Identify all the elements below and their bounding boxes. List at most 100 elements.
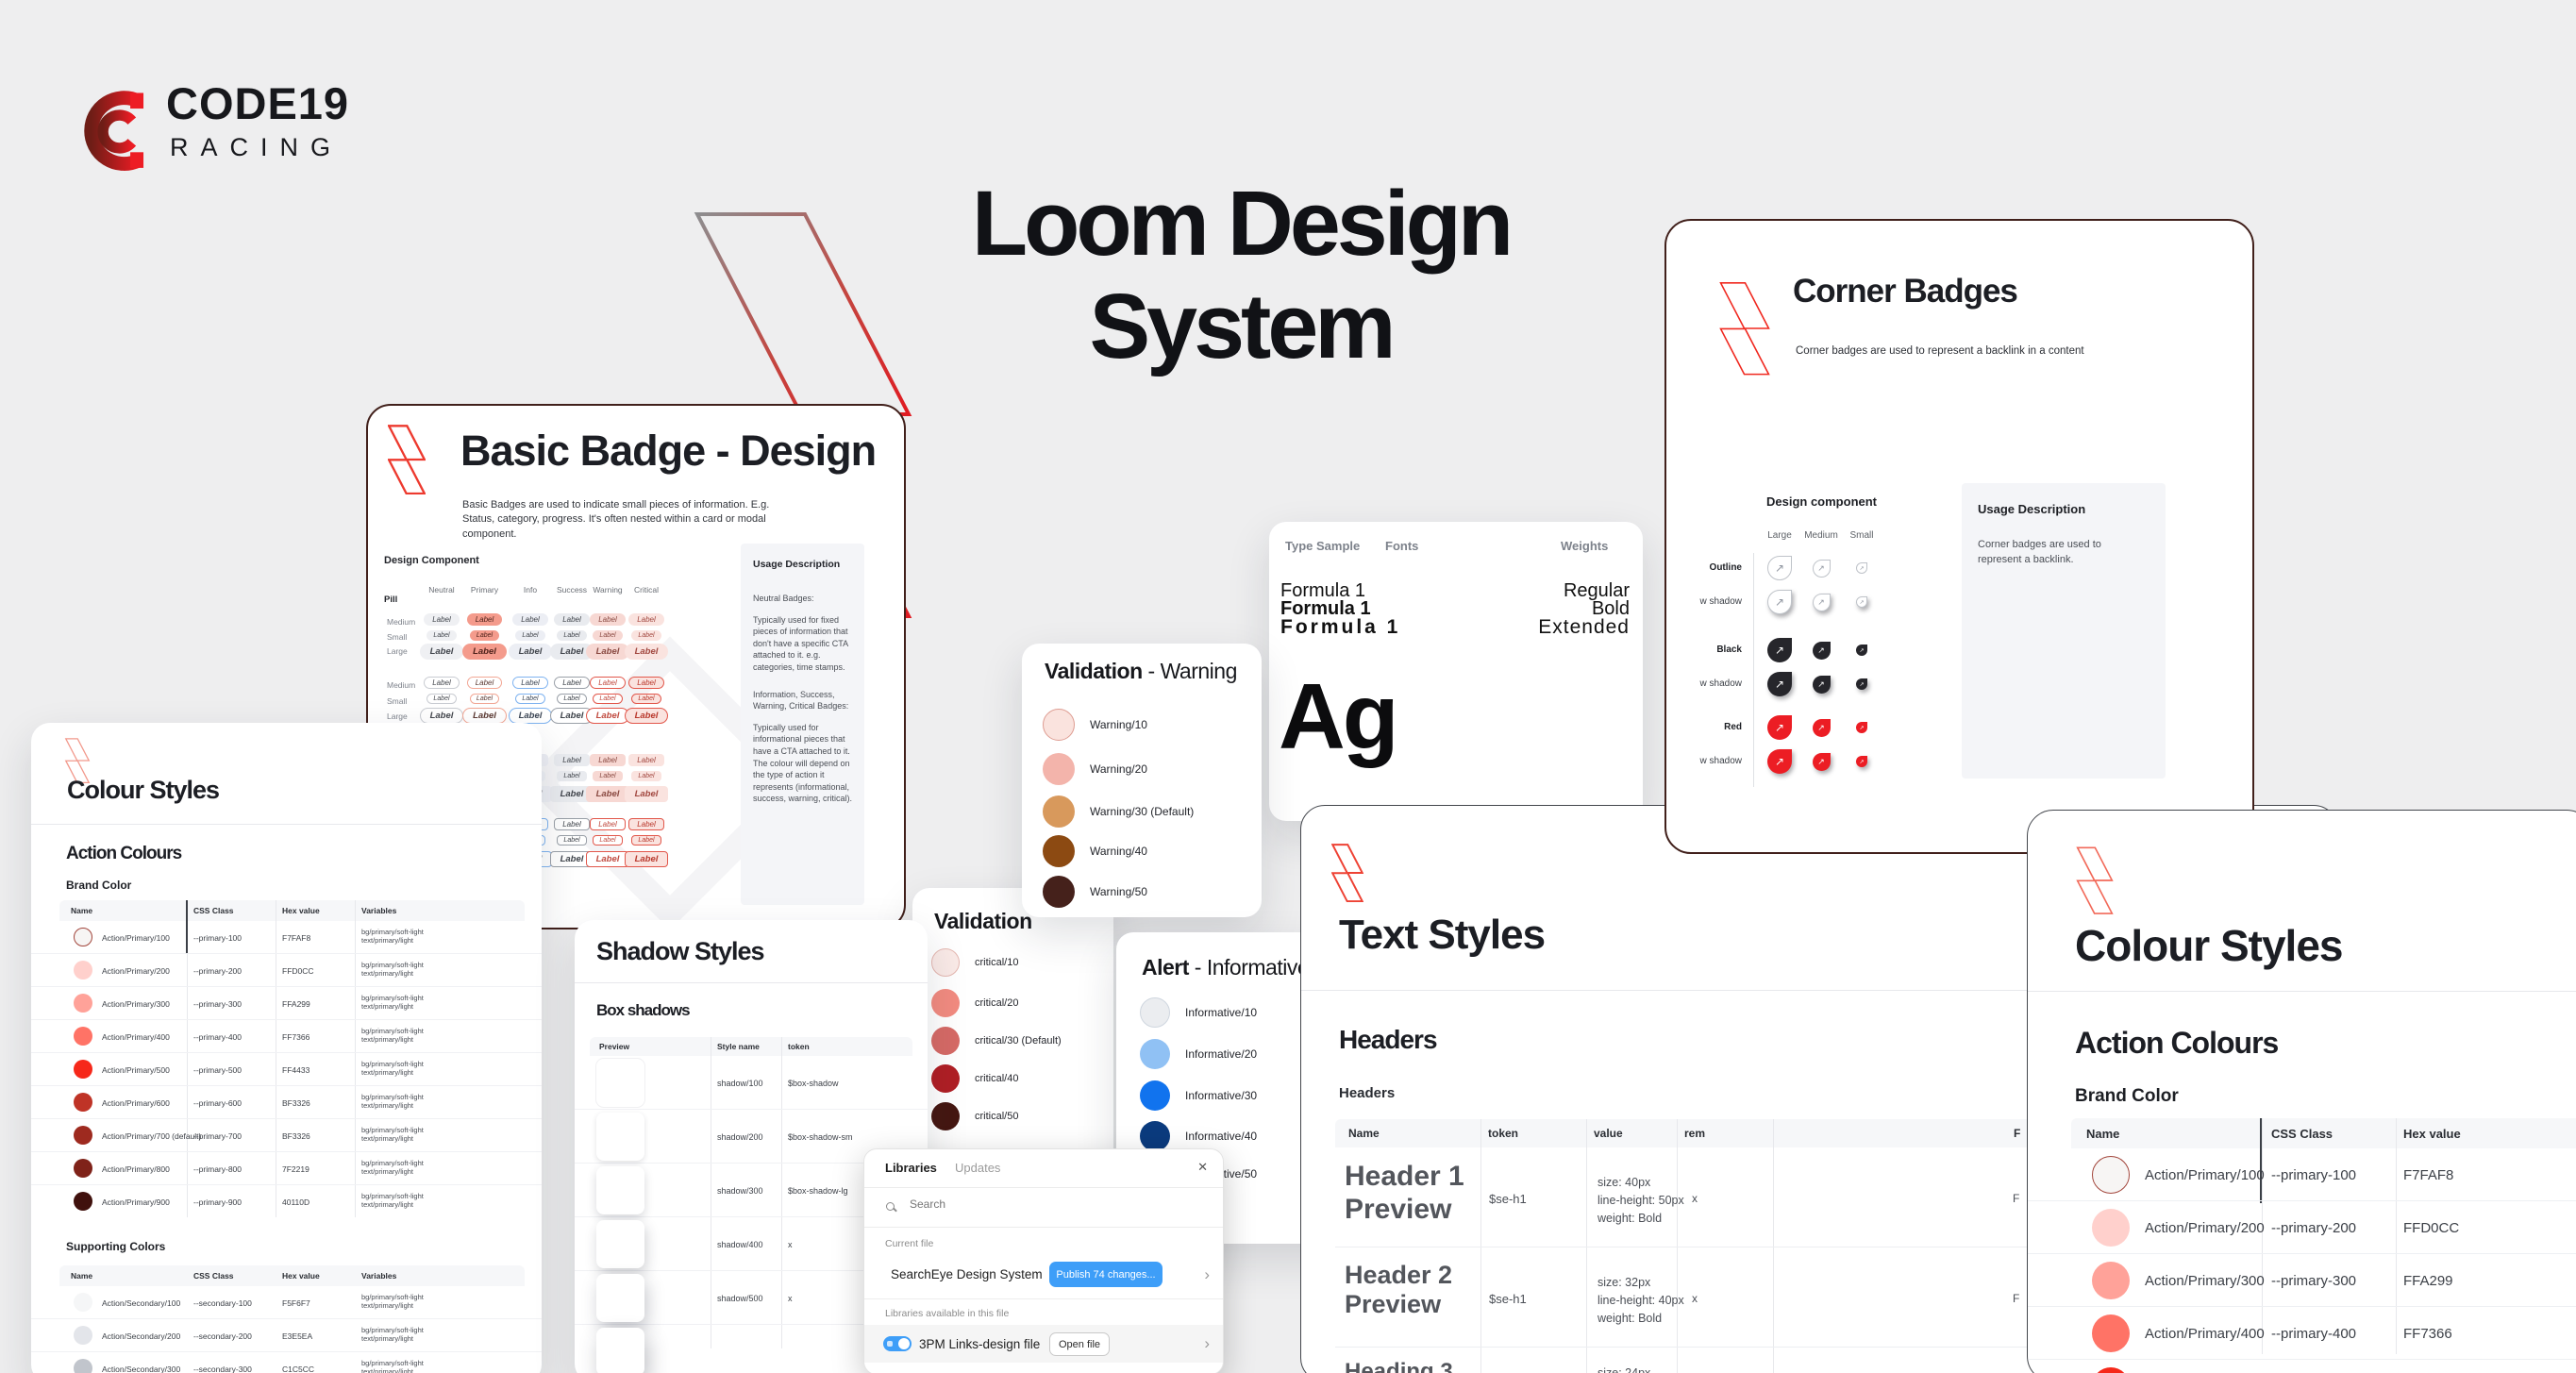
- corner-badge-row: ↗ ↗ ↗: [1759, 590, 1882, 614]
- badge: Label: [585, 786, 630, 802]
- colour-name: Action/Primary/300: [102, 999, 170, 1009]
- current-file-row[interactable]: SearchEye Design System Publish 74 chang…: [864, 1255, 1223, 1297]
- usage-description-panel: Usage Description Corner badges are used…: [1962, 483, 2166, 779]
- loom-card-logo-icon: [388, 425, 426, 494]
- card-subtitle: Basic Badges are used to indicate small …: [462, 499, 770, 540]
- corner-badge-row: ↗ ↗ ↗: [1759, 749, 1882, 774]
- publish-changes-button[interactable]: Publish 74 changes...: [1049, 1262, 1163, 1287]
- shadow-row: shadow/300 $box-shadow-lg: [575, 1164, 928, 1217]
- badge: Label: [554, 754, 590, 766]
- style-name-line: Preview: [1345, 1290, 1442, 1319]
- card-title: Colour Styles: [2075, 921, 2344, 970]
- type-sample-card: Type Sample Fonts Weights Formula 1 Form…: [1269, 522, 1643, 821]
- library-row[interactable]: 3PM Links-design file Open file ›: [864, 1325, 1223, 1363]
- colour-hex: FFD0CC: [2403, 1220, 2460, 1236]
- badge: Label: [469, 630, 500, 641]
- col-small: Small: [1849, 530, 1874, 541]
- swatch-label: Informative/40: [1185, 1130, 1258, 1143]
- color-swatch: [74, 1159, 92, 1178]
- colour-css: --primary-600: [193, 1098, 243, 1108]
- colour-row: Action/Secondary/300 --secondary-300 C1C5C…: [31, 1352, 542, 1373]
- colour-variables: bg/primary/soft-light text/primary/light: [361, 961, 424, 978]
- library-name: 3PM Links-design file: [919, 1337, 1041, 1351]
- library-toggle[interactable]: [883, 1336, 912, 1351]
- design-component-label: Design component: [1766, 494, 1878, 509]
- colour-variables: bg/primary/soft-light text/primary/light: [361, 1359, 424, 1373]
- usage-paragraph: Typically used for informational pieces …: [753, 722, 853, 804]
- corner-badge-icon: ↗: [1812, 752, 1831, 771]
- shadow-row: shadow/100 $box-shadow: [575, 1056, 928, 1110]
- size-label: Medium: [387, 617, 416, 627]
- type-sample-label: Type Sample: [1285, 539, 1361, 553]
- colour-variables: bg/primary/soft-light text/primary/light: [361, 1192, 424, 1209]
- colour-hex: FFA299: [2403, 1273, 2453, 1289]
- swatch-row: critical/10: [931, 948, 1018, 977]
- title-bold: Alert: [1142, 955, 1189, 980]
- color-swatch: [74, 1060, 92, 1079]
- style-token: x: [788, 1240, 793, 1249]
- color-swatch: [1140, 997, 1170, 1028]
- swatch-row: Informative/40: [1140, 1121, 1257, 1151]
- value-line: size: 32px: [1597, 1276, 1651, 1289]
- corner-badge-row: ↗ ↗ ↗: [1759, 715, 1882, 740]
- shadow-preview: [596, 1059, 644, 1107]
- corner-badge-icon: ↗: [1767, 556, 1792, 580]
- badge: Label: [466, 613, 503, 626]
- tab-updates[interactable]: Updates: [955, 1161, 1001, 1175]
- badge: Label: [427, 694, 457, 704]
- badge: Label: [585, 851, 630, 867]
- colour-hex: 7F2219: [282, 1164, 309, 1174]
- weight-regular: Regular: [1563, 580, 1630, 601]
- colour-hex: E3E5EA: [282, 1331, 313, 1341]
- shadow-preview: [596, 1166, 644, 1214]
- color-swatch: [1043, 795, 1075, 828]
- style-name-line: Header 2: [1345, 1261, 1453, 1289]
- colour-name: Action/Primary/400: [102, 1032, 170, 1042]
- badge: Label: [624, 851, 669, 867]
- tab-libraries[interactable]: Libraries: [885, 1161, 937, 1175]
- badge: Label: [593, 694, 623, 704]
- colour-row: Action/Primary/100 --primary-100 F7FAF8: [2028, 1148, 2576, 1201]
- colour-css: --primary-300: [2271, 1273, 2357, 1289]
- color-swatch: [74, 1293, 92, 1312]
- font-name-bold: Formula 1: [1280, 598, 1371, 619]
- chevron-right-icon[interactable]: ›: [1204, 1265, 1210, 1283]
- col-header: token: [788, 1042, 810, 1051]
- colour-hex: BF3326: [282, 1098, 310, 1108]
- color-swatch: [931, 1064, 960, 1093]
- open-file-button[interactable]: Open file: [1049, 1332, 1110, 1356]
- swatch-row: critical/40: [931, 1064, 1018, 1093]
- badge: Label: [628, 754, 664, 766]
- search-input[interactable]: [908, 1197, 1191, 1212]
- size-label: Small: [387, 696, 408, 706]
- colour-name: Action/Primary/100: [102, 933, 170, 943]
- corner-badge-icon: ↗: [1856, 645, 1867, 656]
- usage-title: Usage Description: [1978, 502, 2086, 516]
- swatch-label: Warning/10: [1090, 718, 1147, 731]
- swatch-row: Informative/20: [1140, 1039, 1257, 1069]
- row-label: w shadow: [1699, 678, 1742, 689]
- chevron-right-icon[interactable]: ›: [1204, 1334, 1210, 1352]
- col-header: CSS Class: [193, 1271, 234, 1281]
- col-header: Hex value: [282, 906, 320, 915]
- color-swatch: [74, 1326, 92, 1345]
- color-swatch: [74, 1027, 92, 1046]
- colour-row: Action/Primary/400 --primary-400 FF7366 bg/…: [31, 1020, 542, 1053]
- colour-hex: F7FAF8: [282, 933, 311, 943]
- colour-row: Action/Primary/300 --primary-300 FFA299 bg/…: [31, 987, 542, 1020]
- badge: Label: [549, 644, 594, 660]
- colour-row: Action/Primary/500 --primary-500 FF4433: [2028, 1360, 2576, 1373]
- type-specimen: Ag: [1279, 664, 1399, 768]
- style-extra: F: [2013, 1292, 2020, 1305]
- corner-badge-icon: ↗: [1856, 722, 1867, 733]
- close-icon[interactable]: ✕: [1197, 1160, 1208, 1174]
- row-label: Red: [1724, 722, 1742, 732]
- color-swatch: [2092, 1156, 2130, 1194]
- badge: Label: [628, 818, 664, 830]
- value-line: line-height: 50px: [1597, 1193, 1684, 1207]
- badge: Label: [590, 677, 626, 689]
